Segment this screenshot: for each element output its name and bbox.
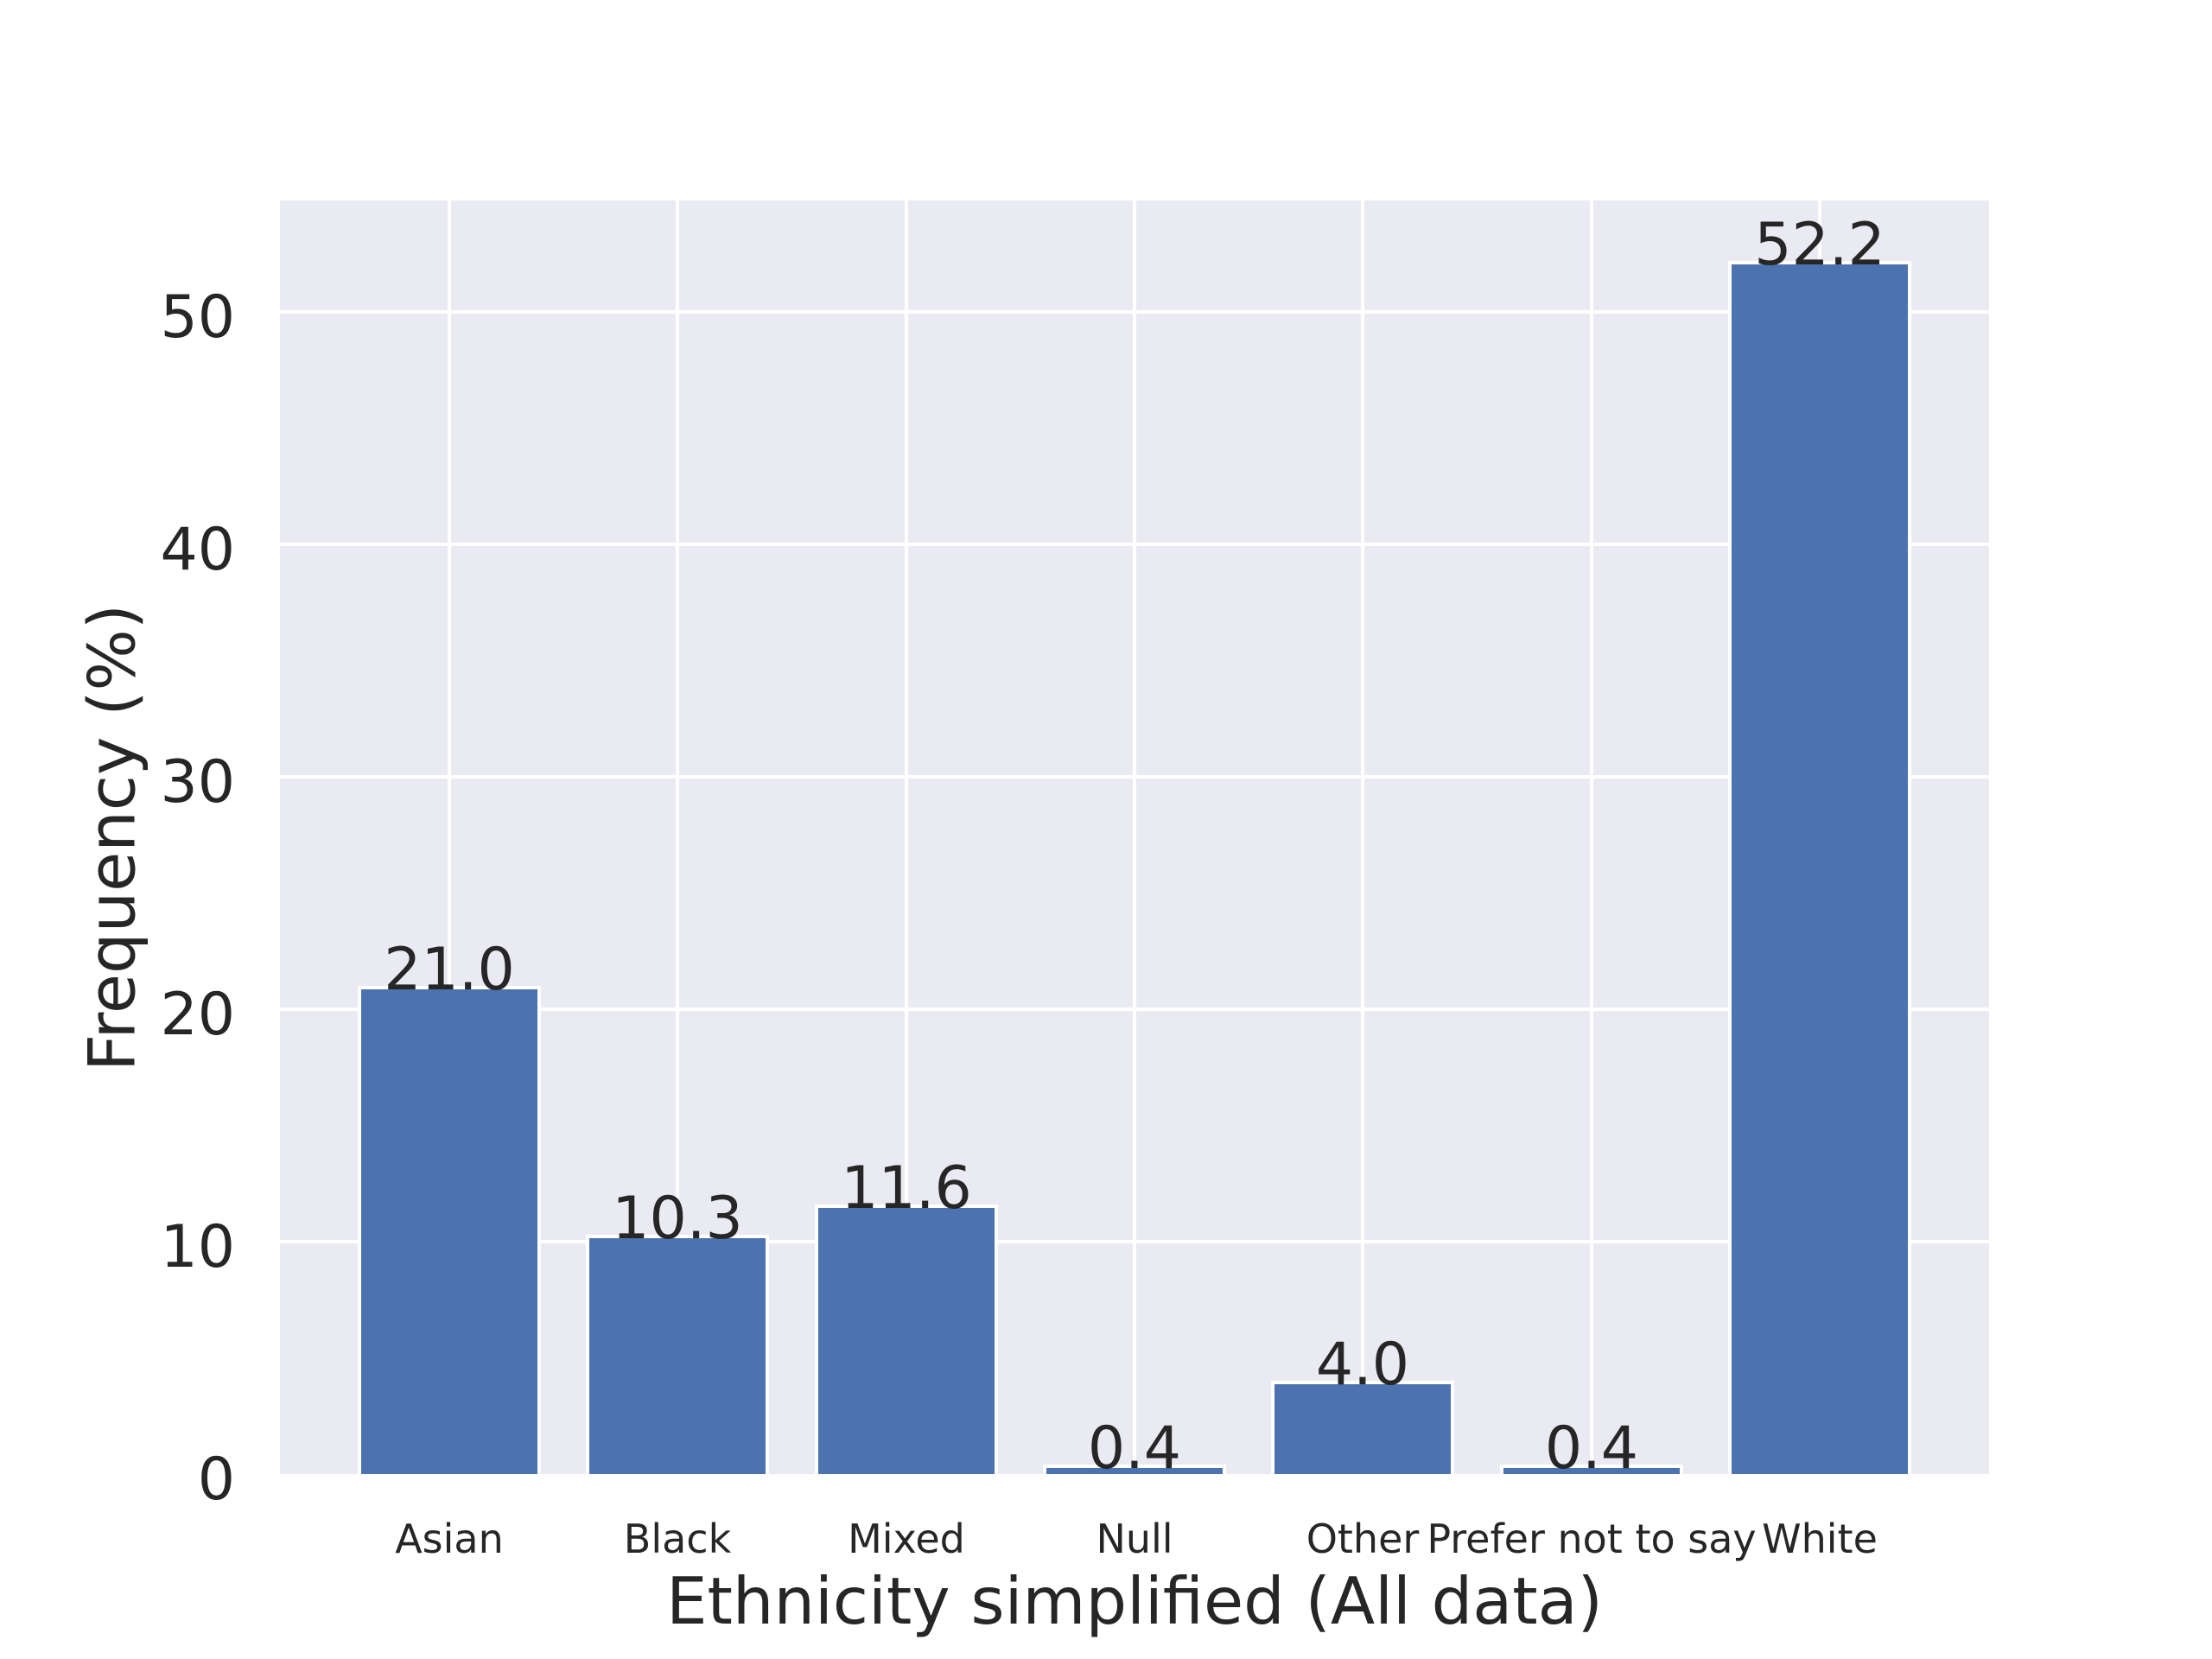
y-tick-label: 40 [160, 516, 235, 584]
bar-value-label: 4.0 [1315, 1331, 1410, 1399]
bar [358, 986, 541, 1474]
bar-value-label: 21.0 [384, 936, 515, 1004]
bar-value-label: 0.4 [1087, 1414, 1182, 1483]
bar [1043, 1465, 1226, 1474]
bar-value-label: 0.4 [1544, 1414, 1639, 1483]
x-tick-label: Asian [395, 1516, 504, 1562]
x-tick-label: Other [1306, 1516, 1420, 1562]
bar [1728, 261, 1911, 1474]
x-axis-label: Ethnicity simplified (All data) [666, 1563, 1603, 1639]
gridline-vertical [1590, 200, 1593, 1474]
gridline-vertical [676, 200, 679, 1474]
y-tick-label: 0 [197, 1446, 235, 1514]
gridline-vertical [1133, 200, 1136, 1474]
y-tick-label: 50 [160, 283, 235, 352]
x-tick-label: Prefer not to say [1427, 1516, 1757, 1562]
x-tick-label: Black [623, 1516, 732, 1562]
gridline-vertical [448, 200, 451, 1474]
gridline-vertical [1361, 200, 1364, 1474]
x-tick-label: White [1762, 1516, 1878, 1562]
x-tick-label: Null [1096, 1516, 1173, 1562]
bar [1271, 1381, 1454, 1474]
y-tick-label: 20 [160, 981, 235, 1049]
bar-value-label: 10.3 [612, 1185, 743, 1253]
bar-value-label: 52.2 [1754, 211, 1885, 279]
plot-area [280, 200, 1989, 1474]
y-tick-label: 10 [160, 1213, 235, 1281]
bar-value-label: 11.6 [841, 1154, 972, 1223]
gridline-vertical [905, 200, 908, 1474]
bar [815, 1205, 998, 1474]
x-tick-label: Mixed [848, 1516, 965, 1562]
y-tick-label: 30 [160, 748, 235, 817]
bar [1500, 1465, 1683, 1474]
bar [586, 1235, 769, 1474]
